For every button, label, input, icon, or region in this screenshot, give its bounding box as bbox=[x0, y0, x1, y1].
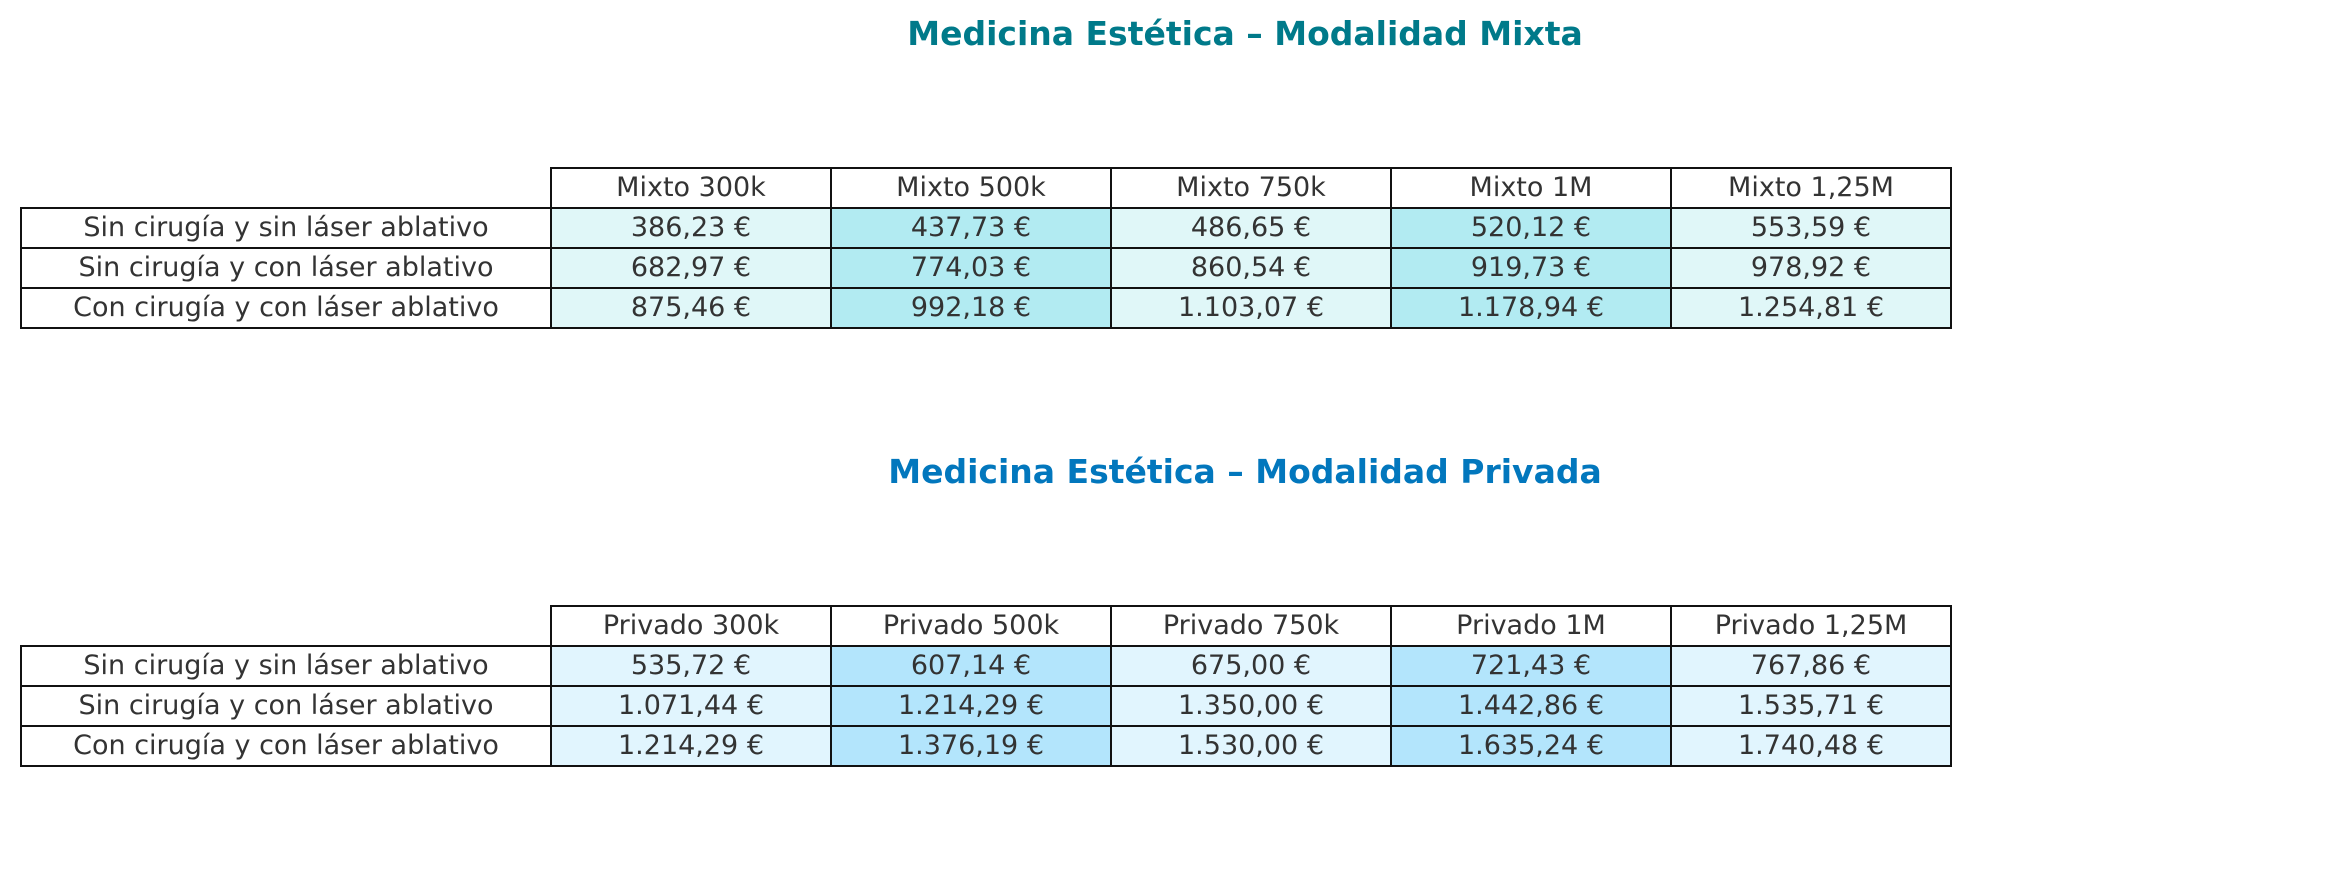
column-header: Mixto 300k bbox=[550, 167, 832, 209]
table-cell: 919,73 € bbox=[1390, 247, 1672, 289]
table-cell: 875,46 € bbox=[550, 287, 832, 329]
table-mixta: Mixto 300k Mixto 500k Mixto 750k Mixto 1M Mi… bbox=[20, 167, 1952, 329]
table-cell: 1.376,19 € bbox=[830, 725, 1112, 767]
table-cell: 682,97 € bbox=[550, 247, 832, 289]
table-row: Con cirugía y con láser ablativo 875,46 €… bbox=[20, 287, 1952, 329]
column-header: Privado 1,25M bbox=[1670, 605, 1952, 647]
table-cell: 1.350,00 € bbox=[1110, 685, 1392, 727]
table-cell: 1.442,86 € bbox=[1390, 685, 1672, 727]
column-header: Mixto 1,25M bbox=[1670, 167, 1952, 209]
table-cell: 1.178,94 € bbox=[1390, 287, 1672, 329]
table-cell: 992,18 € bbox=[830, 287, 1112, 329]
table-cell: 1.214,29 € bbox=[550, 725, 832, 767]
table-cell: 774,03 € bbox=[830, 247, 1112, 289]
table-cell: 978,92 € bbox=[1670, 247, 1952, 289]
table-row: Con cirugía y con láser ablativo 1.214,29… bbox=[20, 725, 1952, 767]
table-row: Sin cirugía y con láser ablativo 1.071,44… bbox=[20, 685, 1952, 727]
row-header: Sin cirugía y con láser ablativo bbox=[20, 685, 552, 727]
chart-title-privada: Medicina Estética – Modalidad Privada bbox=[888, 452, 1602, 491]
table-cell: 553,59 € bbox=[1670, 207, 1952, 249]
column-header: Privado 1M bbox=[1390, 605, 1672, 647]
table-cell: 486,65 € bbox=[1110, 207, 1392, 249]
column-header: Mixto 750k bbox=[1110, 167, 1392, 209]
column-header: Mixto 500k bbox=[830, 167, 1112, 209]
table-header-row: Privado 300k Privado 500k Privado 750k Priv… bbox=[21, 605, 1952, 647]
row-header: Con cirugía y con láser ablativo bbox=[20, 725, 552, 767]
table-cell: 520,12 € bbox=[1390, 207, 1672, 249]
column-header: Privado 500k bbox=[830, 605, 1112, 647]
row-header: Sin cirugía y con láser ablativo bbox=[20, 247, 552, 289]
table-corner bbox=[21, 168, 552, 209]
row-header: Con cirugía y con láser ablativo bbox=[20, 287, 552, 329]
column-header: Mixto 1M bbox=[1390, 167, 1672, 209]
table-corner bbox=[21, 606, 552, 647]
table-cell: 607,14 € bbox=[830, 645, 1112, 687]
row-header: Sin cirugía y sin láser ablativo bbox=[20, 645, 552, 687]
table-cell: 535,72 € bbox=[550, 645, 832, 687]
table-cell: 1.530,00 € bbox=[1110, 725, 1392, 767]
table-row: Sin cirugía y con láser ablativo 682,97 €… bbox=[20, 247, 1952, 289]
chart-title-mixta: Medicina Estética – Modalidad Mixta bbox=[907, 14, 1583, 53]
table-cell: 1.214,29 € bbox=[830, 685, 1112, 727]
table-cell: 1.103,07 € bbox=[1110, 287, 1392, 329]
column-header: Privado 750k bbox=[1110, 605, 1392, 647]
table-cell: 1.740,48 € bbox=[1670, 725, 1952, 767]
table-cell: 1.254,81 € bbox=[1670, 287, 1952, 329]
table-row: Sin cirugía y sin láser ablativo 386,23 €… bbox=[20, 207, 1952, 249]
table-cell: 386,23 € bbox=[550, 207, 832, 249]
table-cell: 437,73 € bbox=[830, 207, 1112, 249]
table-cell: 721,43 € bbox=[1390, 645, 1672, 687]
table-cell: 860,54 € bbox=[1110, 247, 1392, 289]
table-privada: Privado 300k Privado 500k Privado 750k Priv… bbox=[20, 605, 1952, 767]
table-cell: 1.071,44 € bbox=[550, 685, 832, 727]
table-header-row: Mixto 300k Mixto 500k Mixto 750k Mixto 1M Mi… bbox=[21, 167, 1952, 209]
column-header: Privado 300k bbox=[550, 605, 832, 647]
table-cell: 1.635,24 € bbox=[1390, 725, 1672, 767]
table-cell: 767,86 € bbox=[1670, 645, 1952, 687]
table-cell: 1.535,71 € bbox=[1670, 685, 1952, 727]
row-header: Sin cirugía y sin láser ablativo bbox=[20, 207, 552, 249]
table-row: Sin cirugía y sin láser ablativo 535,72 €… bbox=[20, 645, 1952, 687]
table-cell: 675,00 € bbox=[1110, 645, 1392, 687]
